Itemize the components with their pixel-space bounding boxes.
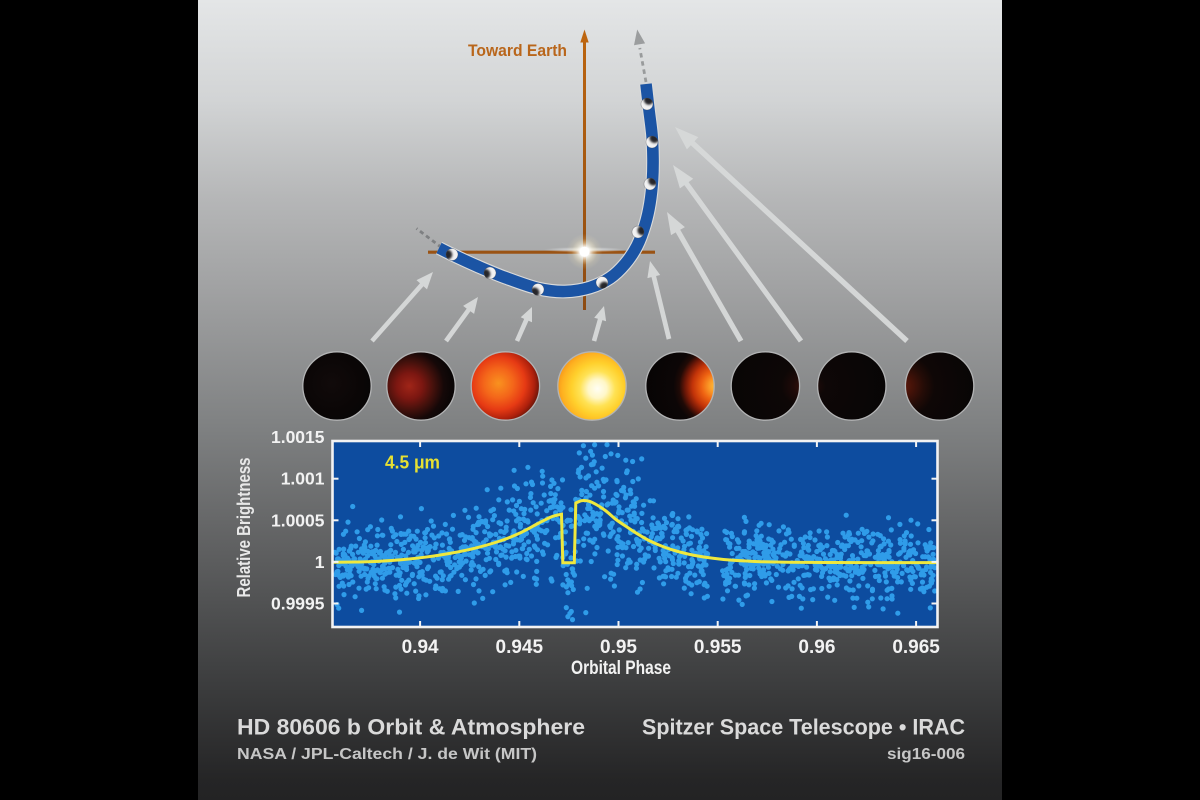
svg-text:1.0005: 1.0005 xyxy=(271,510,325,530)
svg-text:HD 80606 b Orbit & Atmosphere: HD 80606 b Orbit & Atmosphere xyxy=(237,715,585,740)
svg-text:0.95: 0.95 xyxy=(600,637,637,658)
svg-text:Orbital Phase: Orbital Phase xyxy=(571,658,671,679)
svg-text:0.965: 0.965 xyxy=(892,637,940,658)
svg-text:NASA / JPL-Caltech / J. de Wit: NASA / JPL-Caltech / J. de Wit (MIT) xyxy=(237,746,537,763)
svg-text:1.0015: 1.0015 xyxy=(271,427,325,447)
svg-text:Toward Earth: Toward Earth xyxy=(468,42,567,60)
svg-text:sig16-006: sig16-006 xyxy=(887,746,965,763)
svg-text:0.9995: 0.9995 xyxy=(271,594,325,614)
svg-text:0.94: 0.94 xyxy=(402,637,439,658)
svg-text:0.945: 0.945 xyxy=(496,637,544,658)
svg-text:1.001: 1.001 xyxy=(281,469,325,489)
svg-text:4.5 μm: 4.5 μm xyxy=(385,452,440,473)
svg-text:0.955: 0.955 xyxy=(694,637,742,658)
svg-text:Relative Brightness: Relative Brightness xyxy=(234,458,254,598)
svg-text:Spitzer Space Telescope • IRAC: Spitzer Space Telescope • IRAC xyxy=(642,715,965,740)
svg-text:1: 1 xyxy=(315,552,325,572)
svg-text:0.96: 0.96 xyxy=(798,637,835,658)
